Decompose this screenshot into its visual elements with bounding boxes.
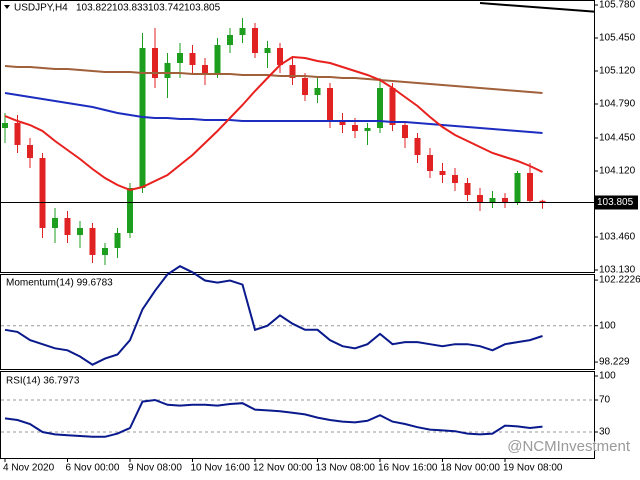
candle-body (189, 53, 196, 65)
candle-body (252, 28, 258, 53)
x-tick-label: 10 Nov 16:00 (191, 463, 251, 474)
last-price-label: 103.805 (597, 197, 634, 208)
candle-body (289, 65, 296, 78)
candle-body (177, 53, 183, 63)
candle-body (477, 195, 483, 203)
candle-body (364, 128, 371, 131)
candle-body (2, 123, 8, 128)
candle-body (339, 121, 346, 125)
candle-body (52, 218, 58, 228)
candle-body (127, 188, 133, 233)
candle-body (527, 173, 533, 201)
x-tick-label: 18 Nov 00:00 (441, 463, 501, 474)
candle-body (452, 175, 458, 183)
rsi-title: RSI(14) 36.7973 (6, 376, 80, 387)
candle-body (302, 78, 308, 95)
y-tick-label: 70 (599, 395, 611, 406)
candle-body (427, 155, 433, 171)
candle-body (352, 125, 358, 131)
candle-body (264, 48, 271, 53)
candle-body (114, 233, 121, 248)
candle-body (277, 48, 283, 65)
plot (2, 2, 594, 265)
candle-body (314, 88, 321, 95)
candle-body (327, 88, 333, 121)
indicator-line (4, 265, 543, 366)
y-tick-label: 105.450 (599, 33, 636, 44)
candle-body (514, 173, 521, 203)
candle-body (77, 228, 83, 235)
candle-body (414, 138, 421, 155)
momentum-title: Momentum(14) 99.6783 (6, 278, 113, 289)
y-tick-label: 30 (599, 427, 611, 438)
y-tick-label: 104.450 (599, 133, 636, 144)
x-tick-label: 12 Nov 00:00 (253, 463, 313, 474)
candle-body (539, 200, 546, 203)
moving-average (4, 55, 543, 192)
y-tick-label: 103.460 (599, 232, 636, 243)
symbol: USDJPY,H4 (14, 3, 68, 14)
candle-body (39, 158, 46, 228)
candle-body (102, 248, 108, 255)
candle-body (239, 28, 246, 35)
y-tick-label: 104.790 (599, 99, 636, 110)
y-tick-label: 104.120 (599, 166, 636, 177)
candle-body (377, 88, 383, 128)
y-tick-label: 102.2226 (599, 275, 640, 286)
header-close: 103.805 (184, 3, 221, 14)
candle-body (64, 218, 71, 235)
watermark: @NCMInvestment (507, 438, 631, 455)
candle-body (464, 183, 471, 195)
moving-average (4, 65, 543, 94)
moving-average (4, 92, 543, 134)
rsi-panel-frame (0, 371, 595, 459)
x-tick-label: 13 Nov 08:00 (316, 463, 376, 474)
candle-body (389, 88, 396, 125)
panel-frames (0, 0, 595, 459)
y-tick-label: 100 (599, 320, 616, 331)
x-tick-label: 9 Nov 08:00 (128, 463, 182, 474)
candle-body (502, 198, 508, 203)
y-tick-label: 100 (599, 371, 616, 382)
y-tick-label: 98.229 (599, 357, 630, 368)
candle-body (14, 123, 21, 145)
x-tick-label: 4 Nov 2020 (3, 463, 55, 474)
main-panel-frame (0, 0, 595, 273)
candle-body (164, 63, 171, 78)
y-tick-label: 105.780 (599, 0, 636, 11)
candle-body (89, 228, 96, 255)
momentum-panel-frame (0, 274, 595, 370)
candle-body (402, 125, 408, 138)
header-high: 103.833 (112, 3, 149, 14)
x-tick-label: 19 Nov 08:00 (503, 463, 563, 474)
candle-body (202, 65, 208, 75)
candle-body (152, 48, 158, 78)
symbol-icon (4, 5, 10, 9)
candle-body (27, 145, 33, 158)
candle-body (489, 198, 496, 203)
y-tick-label: 105.120 (599, 66, 636, 77)
indicator-line (4, 398, 543, 438)
trendline (479, 2, 594, 13)
header-open: 103.822 (76, 3, 113, 14)
candle-body (227, 35, 233, 45)
x-tick-label: 16 Nov 16:00 (378, 463, 438, 474)
candle-body (439, 171, 446, 175)
last-price-box (594, 195, 638, 210)
x-tick-label: 6 Nov 00:00 (66, 463, 120, 474)
header-low: 103.742 (148, 3, 185, 14)
y-tick-label: 103.130 (599, 265, 636, 276)
candle-body (214, 45, 221, 75)
